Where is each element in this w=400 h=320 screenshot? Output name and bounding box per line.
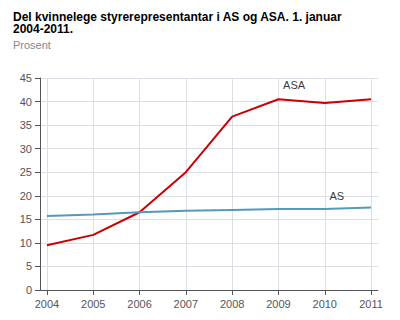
svg-text:40: 40	[20, 96, 32, 108]
svg-text:15: 15	[20, 213, 32, 225]
svg-text:10: 10	[20, 237, 32, 249]
svg-text:2011: 2011	[359, 298, 383, 310]
svg-text:Prosent: Prosent	[13, 39, 51, 51]
svg-text:0: 0	[26, 284, 32, 296]
svg-text:45: 45	[20, 72, 32, 84]
svg-text:25: 25	[20, 166, 32, 178]
svg-text:2006: 2006	[127, 298, 151, 310]
svg-text:35: 35	[20, 119, 32, 131]
svg-text:2005: 2005	[81, 298, 105, 310]
svg-text:2004-2011.: 2004-2011.	[13, 22, 73, 36]
svg-text:2004: 2004	[35, 298, 59, 310]
svg-text:ASA: ASA	[283, 79, 306, 91]
svg-text:2007: 2007	[174, 298, 198, 310]
svg-text:2009: 2009	[266, 298, 290, 310]
svg-text:2010: 2010	[313, 298, 337, 310]
svg-text:20: 20	[20, 190, 32, 202]
svg-text:2008: 2008	[220, 298, 244, 310]
svg-text:30: 30	[20, 143, 32, 155]
svg-text:5: 5	[26, 260, 32, 272]
svg-text:AS: AS	[329, 190, 344, 202]
svg-text:Del kvinnelege styrerepresenta: Del kvinnelege styrerepresentantar i AS …	[13, 10, 345, 24]
